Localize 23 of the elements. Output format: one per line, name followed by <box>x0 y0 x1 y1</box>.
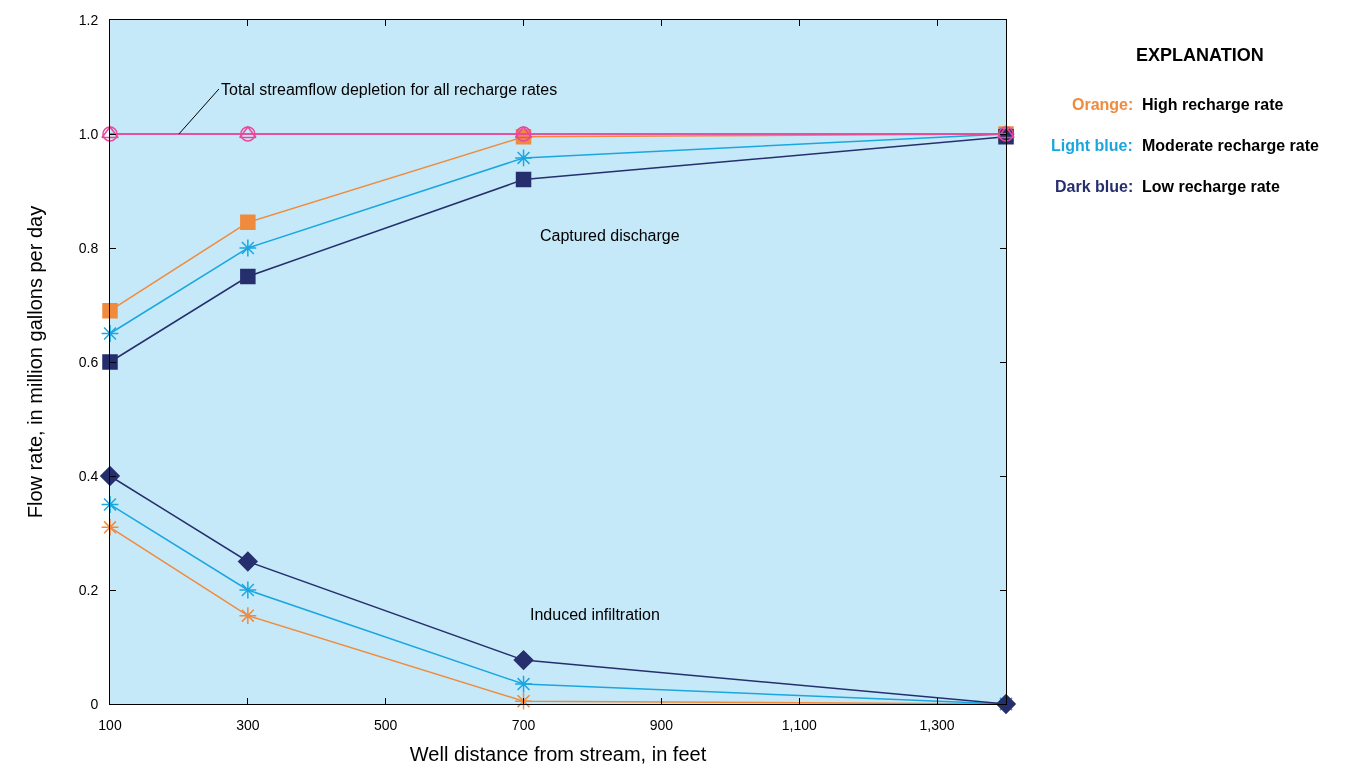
y-tick-label: 1.0 <box>78 125 99 142</box>
y-tick-label: 0.8 <box>78 239 99 256</box>
y-tick-label: 0.4 <box>78 467 99 484</box>
x-tick-label: 900 <box>649 716 674 733</box>
text: Orange: High recharge rate <box>1072 96 1284 113</box>
x-tick-label: 500 <box>374 716 398 733</box>
y-tick-label: 0.2 <box>78 581 99 598</box>
y-tick-label: 0 <box>90 695 99 712</box>
x-axis-title: Well distance from stream, in feet <box>409 743 707 766</box>
y-tick-label: 0.6 <box>78 353 99 370</box>
x-tick-label: 100 <box>98 716 122 733</box>
text: Dark blue: Low recharge rate <box>1055 178 1280 195</box>
y-axis-title: Flow rate, in million gallons per day <box>24 205 47 519</box>
annotation: Induced infiltration <box>530 606 660 623</box>
annotation: Captured discharge <box>540 227 680 244</box>
x-tick-label: 300 <box>236 716 260 733</box>
text: Light blue: Moderate recharge rate <box>1051 137 1320 154</box>
x-tick-label: 1,100 <box>781 716 817 733</box>
y-tick-label: 1.2 <box>78 11 99 28</box>
legend-title: EXPLANATION <box>1136 45 1264 65</box>
x-tick-label: 700 <box>511 716 536 733</box>
annotation: Total streamflow depletion for all recharge rates <box>221 81 558 98</box>
x-tick-label: 1,300 <box>919 716 955 733</box>
